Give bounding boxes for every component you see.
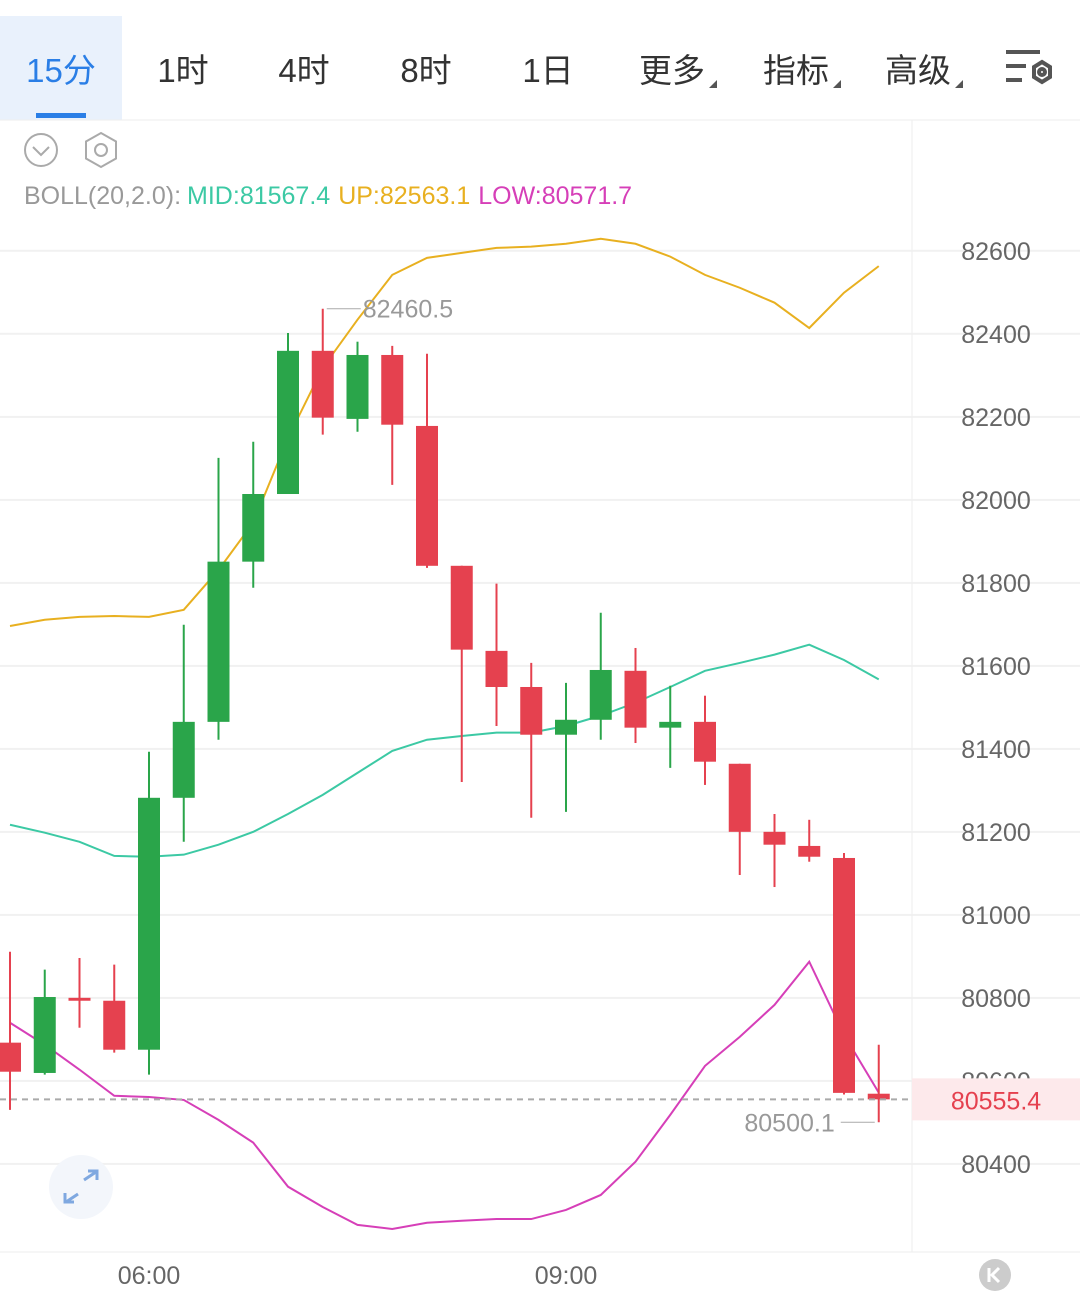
tab[interactable]: 1时 bbox=[157, 52, 208, 89]
collapse-icon[interactable] bbox=[24, 133, 58, 167]
current-price-label: 80555.4 bbox=[951, 1087, 1041, 1115]
candle-body bbox=[624, 670, 647, 728]
candle-body bbox=[0, 1042, 21, 1072]
x-tick-label: 06:00 bbox=[118, 1262, 181, 1290]
candle-body bbox=[103, 1000, 126, 1050]
legend-value: 81567.4 bbox=[240, 182, 330, 210]
y-tick-label: 81000 bbox=[961, 902, 1031, 930]
settings-hex-icon[interactable] bbox=[85, 131, 117, 169]
y-tick-label: 81200 bbox=[961, 819, 1031, 847]
candle-body bbox=[520, 686, 543, 735]
candle-body bbox=[346, 354, 369, 419]
tab[interactable]: 4时 bbox=[278, 52, 329, 89]
candle-body bbox=[659, 721, 682, 728]
tab[interactable]: 更多 bbox=[639, 52, 705, 89]
candle-body bbox=[485, 650, 508, 687]
y-tick-label: 82600 bbox=[961, 238, 1031, 266]
candle-body bbox=[728, 763, 751, 832]
candle-body bbox=[172, 721, 195, 798]
boll-line bbox=[9, 237, 880, 627]
boll-line bbox=[9, 959, 880, 1231]
candle-body bbox=[694, 721, 716, 762]
legend-name: LOW: bbox=[478, 182, 541, 210]
min-label: 80500.1 bbox=[744, 1109, 834, 1137]
active-tab-indicator bbox=[36, 113, 86, 118]
y-tick-label: 82400 bbox=[961, 321, 1031, 349]
candle-body bbox=[277, 350, 299, 495]
candle-body bbox=[33, 997, 56, 1073]
candle-body bbox=[589, 669, 612, 720]
expand-button[interactable] bbox=[49, 1155, 113, 1219]
candle-body bbox=[311, 350, 334, 418]
candle-body bbox=[798, 845, 821, 857]
candle-body bbox=[138, 797, 160, 1050]
candle-body bbox=[416, 425, 438, 566]
candle-body bbox=[450, 565, 473, 650]
legend-value: 82563.1 bbox=[380, 182, 470, 210]
dropdown-caret bbox=[955, 80, 963, 88]
y-tick-label: 81800 bbox=[961, 570, 1031, 598]
y-tick-label: 80800 bbox=[961, 985, 1031, 1013]
y-tick-label: 82200 bbox=[961, 404, 1031, 432]
legend-name: UP: bbox=[338, 182, 380, 210]
dropdown-caret bbox=[709, 80, 717, 88]
candle-body bbox=[381, 354, 404, 425]
x-tick-label: 09:00 bbox=[535, 1262, 598, 1290]
tab[interactable]: 高级 bbox=[885, 52, 951, 89]
current-price-box bbox=[912, 1078, 1080, 1121]
candle-body bbox=[763, 831, 786, 845]
scroll-end-button[interactable] bbox=[979, 1259, 1011, 1291]
y-tick-label: 81400 bbox=[961, 736, 1031, 764]
settings-icon[interactable] bbox=[1006, 50, 1052, 85]
active-tab-bg bbox=[0, 16, 122, 120]
y-tick-label: 82000 bbox=[961, 487, 1031, 515]
dropdown-caret bbox=[833, 80, 841, 88]
legend-name: MID: bbox=[187, 182, 240, 210]
indicator-legend: BOLL(20,2.0): MID:81567.4 UP:82563.1 LOW:80… bbox=[24, 182, 632, 210]
tab[interactable]: 指标 bbox=[763, 52, 829, 89]
legend-value: 80571.7 bbox=[542, 182, 632, 210]
indicator-label: BOLL(20,2.0): bbox=[24, 182, 181, 210]
y-tick-label: 80400 bbox=[961, 1151, 1031, 1179]
candle-body bbox=[555, 719, 577, 735]
candle-body bbox=[68, 997, 91, 1001]
candle-body bbox=[242, 494, 265, 562]
candle-body bbox=[867, 1093, 890, 1100]
candle-body bbox=[833, 857, 855, 1093]
tab[interactable]: 1日 bbox=[522, 52, 573, 89]
tab[interactable]: 8时 bbox=[400, 52, 451, 89]
max-label: 82460.5 bbox=[363, 296, 453, 324]
y-tick-label: 81600 bbox=[961, 653, 1031, 681]
tab[interactable]: 15分 bbox=[26, 52, 96, 89]
candle-body bbox=[207, 561, 230, 722]
